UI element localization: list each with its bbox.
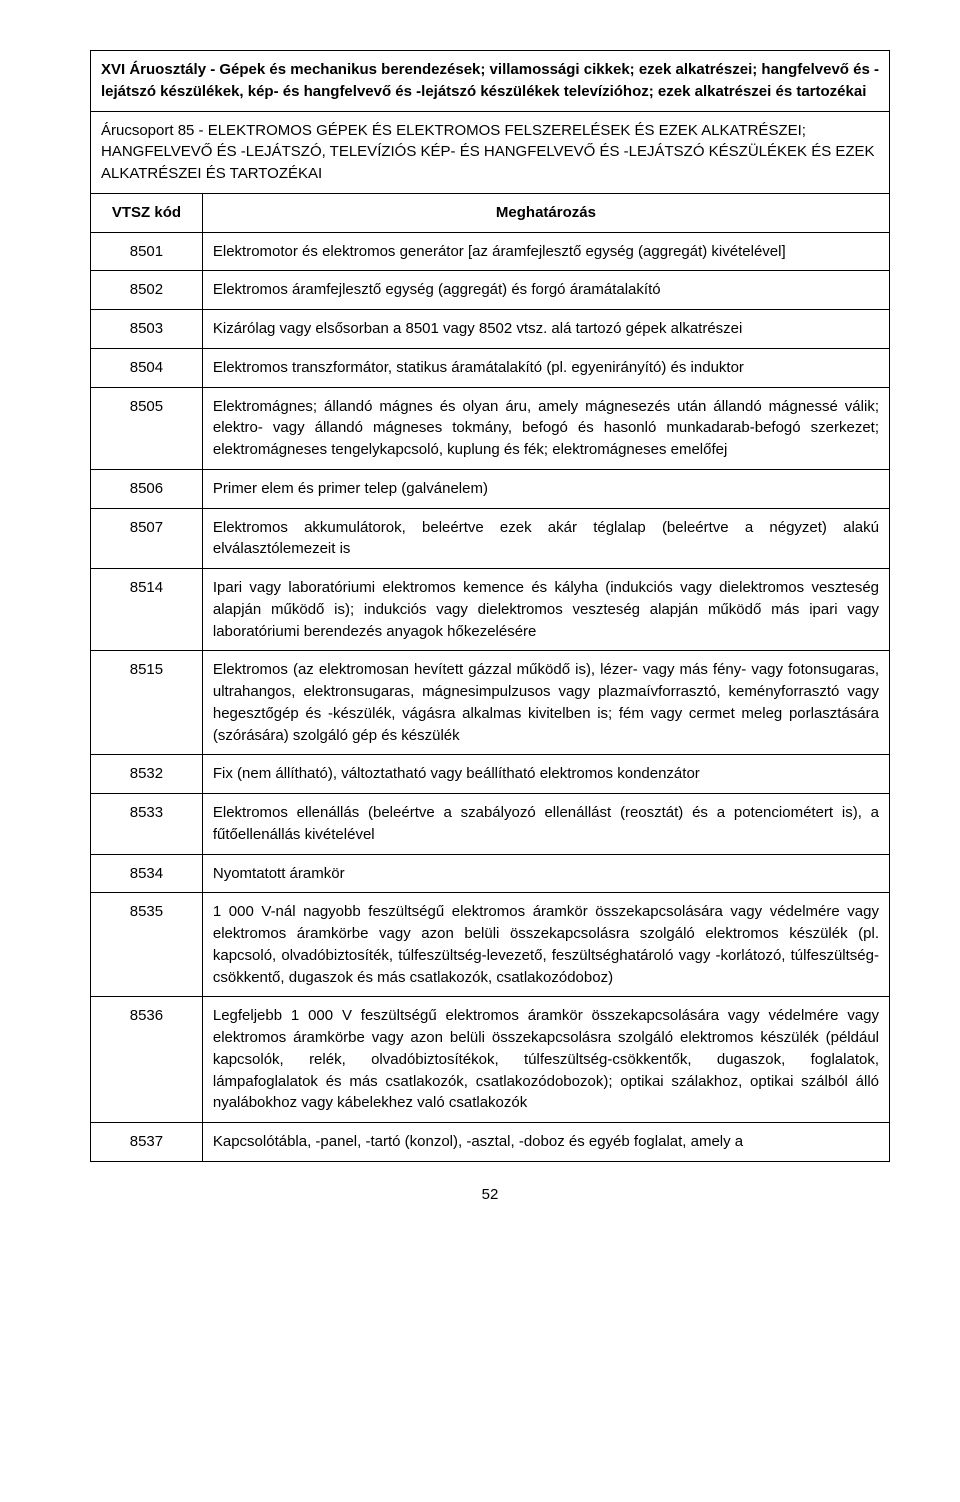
code-cell: 8533 xyxy=(91,794,203,855)
code-cell: 8536 xyxy=(91,997,203,1123)
code-cell: 8502 xyxy=(91,271,203,310)
page-number: 52 xyxy=(90,1186,890,1203)
code-cell: 8514 xyxy=(91,569,203,651)
table-row: 8536Legfeljebb 1 000 V feszültségű elekt… xyxy=(91,997,890,1123)
desc-cell: Kizárólag vagy elsősorban a 8501 vagy 85… xyxy=(202,310,889,349)
desc-cell: Elektromos ellenállás (beleértve a szabá… xyxy=(202,794,889,855)
desc-cell: Elektromos akkumulátorok, beleértve ezek… xyxy=(202,508,889,569)
table-row: 8507Elektromos akkumulátorok, beleértve … xyxy=(91,508,890,569)
table-row: 8532Fix (nem állítható), változtatható v… xyxy=(91,755,890,794)
code-cell: 8505 xyxy=(91,387,203,469)
desc-cell: Kapcsolótábla, -panel, -tartó (konzol), … xyxy=(202,1123,889,1162)
desc-cell: 1 000 V-nál nagyobb feszültségű elektrom… xyxy=(202,893,889,997)
table-row: 8515Elektromos (az elektromosan hevített… xyxy=(91,651,890,755)
desc-cell: Elektromos transzformátor, statikus áram… xyxy=(202,348,889,387)
code-cell: 8507 xyxy=(91,508,203,569)
table-row: 8501Elektromotor és elektromos generátor… xyxy=(91,232,890,271)
desc-cell: Nyomtatott áramkör xyxy=(202,854,889,893)
table-row: 85351 000 V-nál nagyobb feszültségű elek… xyxy=(91,893,890,997)
group-header: Árucsoport 85 - ELEKTROMOS GÉPEK ÉS ELEK… xyxy=(91,111,890,193)
classification-table: XVI Áruosztály - Gépek és mechanikus ber… xyxy=(90,50,890,1162)
code-cell: 8503 xyxy=(91,310,203,349)
table-row: 8534Nyomtatott áramkör xyxy=(91,854,890,893)
table-row: 8502Elektromos áramfejlesztő egység (agg… xyxy=(91,271,890,310)
section-header: XVI Áruosztály - Gépek és mechanikus ber… xyxy=(91,51,890,112)
desc-cell: Ipari vagy laboratóriumi elektromos keme… xyxy=(202,569,889,651)
desc-cell: Fix (nem állítható), változtatható vagy … xyxy=(202,755,889,794)
desc-cell: Primer elem és primer telep (galvánelem) xyxy=(202,469,889,508)
desc-cell: Elektromos (az elektromosan hevített gáz… xyxy=(202,651,889,755)
table-row: 8503Kizárólag vagy elsősorban a 8501 vag… xyxy=(91,310,890,349)
code-cell: 8504 xyxy=(91,348,203,387)
table-row: 8537Kapcsolótábla, -panel, -tartó (konzo… xyxy=(91,1123,890,1162)
column-header-code: VTSZ kód xyxy=(91,193,203,232)
code-cell: 8501 xyxy=(91,232,203,271)
code-cell: 8506 xyxy=(91,469,203,508)
desc-cell: Elektromágnes; állandó mágnes és olyan á… xyxy=(202,387,889,469)
table-row: 8505Elektromágnes; állandó mágnes és oly… xyxy=(91,387,890,469)
table-row: 8533Elektromos ellenállás (beleértve a s… xyxy=(91,794,890,855)
code-cell: 8534 xyxy=(91,854,203,893)
code-cell: 8537 xyxy=(91,1123,203,1162)
code-cell: 8535 xyxy=(91,893,203,997)
code-cell: 8515 xyxy=(91,651,203,755)
desc-cell: Elektromotor és elektromos generátor [az… xyxy=(202,232,889,271)
desc-cell: Legfeljebb 1 000 V feszültségű elektromo… xyxy=(202,997,889,1123)
code-cell: 8532 xyxy=(91,755,203,794)
desc-cell: Elektromos áramfejlesztő egység (aggregá… xyxy=(202,271,889,310)
column-header-desc: Meghatározás xyxy=(202,193,889,232)
table-row: 8514Ipari vagy laboratóriumi elektromos … xyxy=(91,569,890,651)
table-row: 8506Primer elem és primer telep (galváne… xyxy=(91,469,890,508)
table-row: 8504Elektromos transzformátor, statikus … xyxy=(91,348,890,387)
